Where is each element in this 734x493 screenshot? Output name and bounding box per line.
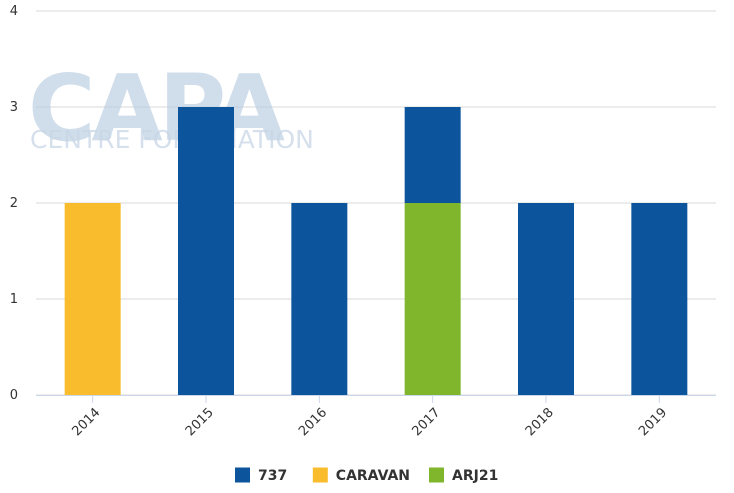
legend-swatch-737	[235, 467, 250, 483]
bar-737-2018	[518, 203, 574, 395]
bar-737-2015	[178, 107, 234, 395]
x-tick-label: 2019	[636, 405, 670, 439]
legend: 737 CARAVAN ARJ21	[235, 467, 498, 484]
x-tick-label: 2018	[523, 405, 557, 439]
bar-arj21-2017	[404, 203, 461, 395]
bar-737-2019	[631, 203, 688, 395]
capa-watermark: CAPA CENTRE FOR AVIATION	[28, 55, 314, 162]
y-tick-label: 2	[10, 196, 18, 211]
y-tick-label: 3	[10, 100, 18, 115]
legend-swatch-arj21	[429, 467, 444, 483]
legend-label-737: 737	[258, 468, 287, 484]
bar-caravan-2014	[64, 203, 121, 395]
x-tick-label: 2014	[69, 405, 103, 439]
legend-swatch-caravan	[312, 467, 328, 483]
watermark-logo: CAPA	[28, 55, 285, 162]
legend-label-caravan: CARAVAN	[336, 468, 410, 484]
bar-737-2017	[404, 107, 461, 203]
x-tick-label: 2016	[296, 405, 330, 439]
bar-737-2016	[291, 203, 348, 395]
x-tick-label: 2015	[183, 405, 217, 439]
watermark-tagline: CENTRE FOR AVIATION	[30, 125, 314, 154]
y-tick-label: 4	[10, 4, 18, 19]
y-tick-label: 0	[10, 388, 18, 403]
legend-label-arj21: ARJ21	[452, 468, 498, 484]
x-tick-label: 2017	[409, 405, 443, 439]
bars	[64, 107, 688, 395]
y-tick-label: 1	[10, 292, 18, 307]
x-axis: 2014 2015 2016 2017 2018 2019	[36, 395, 716, 439]
y-axis-ticks: 0 1 2 3 4	[10, 4, 18, 403]
